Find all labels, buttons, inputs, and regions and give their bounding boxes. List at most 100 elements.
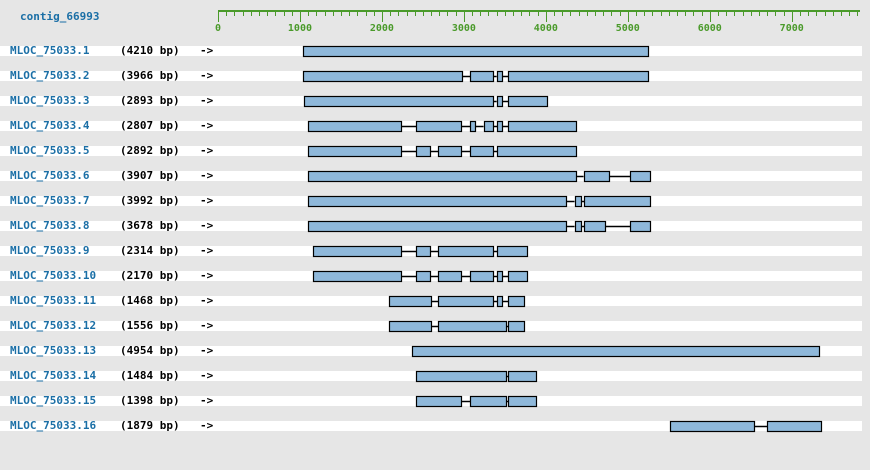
strand-direction-arrow: -> [200,394,214,407]
gene-model-track [302,70,650,83]
exon-block[interactable] [312,245,403,258]
exon-block[interactable] [507,370,538,383]
transcript-link[interactable]: MLOC_75033.4 [10,119,90,132]
transcript-link[interactable]: MLOC_75033.5 [10,144,90,157]
exon-block[interactable] [469,395,508,408]
exon-block[interactable] [307,220,568,233]
exon-block[interactable] [388,320,433,333]
transcript-link[interactable]: MLOC_75033.15 [10,394,97,407]
exon-block[interactable] [415,145,432,158]
transcript-link[interactable]: MLOC_75033.12 [10,319,97,332]
gene-model-track [307,195,652,208]
exon-block[interactable] [507,395,538,408]
exon-block[interactable] [303,95,495,108]
exon-block[interactable] [496,95,504,108]
exon-block[interactable] [496,70,504,83]
exon-block[interactable] [507,95,549,108]
exon-block[interactable] [483,120,495,133]
transcript-link[interactable]: MLOC_75033.16 [10,419,97,432]
exon-block[interactable] [496,120,504,133]
transcript-length: (1556 bp) [120,319,180,332]
exon-block[interactable] [469,120,477,133]
exon-block[interactable] [629,220,652,233]
transcript-row: MLOC_75033.6 (3907 bp) -> [0,168,870,183]
transcript-row: MLOC_75033.3 (2893 bp) -> [0,93,870,108]
exon-block[interactable] [496,295,504,308]
exon-block[interactable] [507,270,529,283]
transcript-length: (3966 bp) [120,69,180,82]
exon-block[interactable] [766,420,823,433]
exon-block[interactable] [415,395,463,408]
exon-block[interactable] [437,295,495,308]
transcript-length: (1398 bp) [120,394,180,407]
strand-direction-arrow: -> [200,344,214,357]
exon-block[interactable] [583,170,611,183]
exon-block[interactable] [307,170,578,183]
exon-block[interactable] [469,70,495,83]
exon-block[interactable] [507,120,578,133]
exon-block[interactable] [415,245,432,258]
exon-block[interactable] [574,195,583,208]
exon-block[interactable] [307,195,568,208]
transcript-link[interactable]: MLOC_75033.14 [10,369,97,382]
ruler-tick-label: 6000 [698,23,722,34]
exon-block[interactable] [629,170,652,183]
exon-block[interactable] [583,220,607,233]
transcript-length: (2807 bp) [120,119,180,132]
exon-block[interactable] [437,320,508,333]
exon-block[interactable] [312,270,403,283]
gene-model-track [388,295,526,308]
transcript-length: (2892 bp) [120,144,180,157]
exon-block[interactable] [302,70,464,83]
exon-block[interactable] [415,370,508,383]
exon-block[interactable] [437,270,463,283]
exon-block[interactable] [469,270,495,283]
strand-direction-arrow: -> [200,69,214,82]
gene-model-track [669,420,823,433]
contig-name[interactable]: contig_66993 [20,10,100,23]
transcript-length: (1484 bp) [120,369,180,382]
exon-block[interactable] [496,245,529,258]
transcript-link[interactable]: MLOC_75033.10 [10,269,97,282]
transcript-row: MLOC_75033.12 (1556 bp) -> [0,318,870,333]
transcript-link[interactable]: MLOC_75033.13 [10,344,97,357]
exon-block[interactable] [307,120,403,133]
transcript-link[interactable]: MLOC_75033.2 [10,69,90,82]
exon-block[interactable] [507,295,526,308]
gene-model-track [312,270,529,283]
transcript-row: MLOC_75033.7 (3992 bp) -> [0,193,870,208]
transcript-link[interactable]: MLOC_75033.3 [10,94,90,107]
exon-block[interactable] [415,120,463,133]
transcript-row: MLOC_75033.11 (1468 bp) -> [0,293,870,308]
transcript-link[interactable]: MLOC_75033.8 [10,219,90,232]
exon-block[interactable] [437,245,495,258]
strand-direction-arrow: -> [200,269,214,282]
exon-block[interactable] [496,145,578,158]
exon-block[interactable] [574,220,583,233]
exon-block[interactable] [496,270,504,283]
transcript-link[interactable]: MLOC_75033.7 [10,194,90,207]
exon-block[interactable] [469,145,495,158]
exon-block[interactable] [302,45,650,58]
gene-model-track [302,45,650,58]
transcript-link[interactable]: MLOC_75033.1 [10,44,90,57]
exon-block[interactable] [415,270,432,283]
exon-block[interactable] [307,145,403,158]
exon-block[interactable] [507,320,526,333]
exon-block[interactable] [669,420,756,433]
exon-block[interactable] [388,295,433,308]
exon-block[interactable] [583,195,652,208]
transcript-link[interactable]: MLOC_75033.11 [10,294,97,307]
exon-block[interactable] [507,70,650,83]
strand-direction-arrow: -> [200,169,214,182]
exon-block[interactable] [411,345,821,358]
transcript-row: MLOC_75033.4 (2807 bp) -> [0,118,870,133]
exon-block[interactable] [437,145,463,158]
transcript-length: (3907 bp) [120,169,180,182]
strand-direction-arrow: -> [200,44,214,57]
ruler-tick-label: 7000 [780,23,804,34]
ruler-tick-label: 1000 [288,23,312,34]
transcript-link[interactable]: MLOC_75033.9 [10,244,90,257]
transcript-link[interactable]: MLOC_75033.6 [10,169,90,182]
